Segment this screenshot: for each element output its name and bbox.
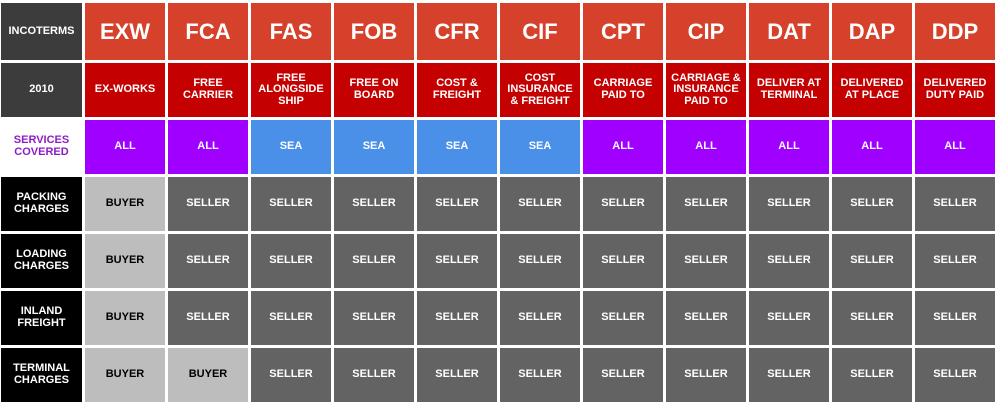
services-cell: SEA <box>334 120 414 174</box>
responsibility-cell: SELLER <box>417 177 497 231</box>
term-full-name: DELIVER AT TERMINAL <box>749 63 829 117</box>
term-code: EXW <box>85 3 165 60</box>
responsibility-cell: SELLER <box>832 291 912 345</box>
responsibility-cell: SELLER <box>915 234 995 288</box>
term-full-name: FREE ALONGSIDE SHIP <box>251 63 331 117</box>
term-full-name: EX-WORKS <box>85 63 165 117</box>
term-code: FCA <box>168 3 248 60</box>
responsibility-cell: SELLER <box>832 177 912 231</box>
responsibility-cell: SELLER <box>168 291 248 345</box>
term-full-name: DELIVERED DUTY PAID <box>915 63 995 117</box>
services-covered-label: SERVICES COVERED <box>1 120 82 174</box>
responsibility-cell: SELLER <box>832 234 912 288</box>
responsibility-cell: SELLER <box>666 348 746 402</box>
responsibility-cell: SELLER <box>749 291 829 345</box>
services-cell: ALL <box>832 120 912 174</box>
term-code: CIP <box>666 3 746 60</box>
responsibility-cell: SELLER <box>168 177 248 231</box>
incoterms-label: INCOTERMS <box>1 3 82 60</box>
responsibility-cell: BUYER <box>85 291 165 345</box>
responsibility-cell: SELLER <box>832 348 912 402</box>
services-cell: ALL <box>666 120 746 174</box>
row-label: TERMINAL CHARGES <box>1 348 82 402</box>
services-cell: ALL <box>168 120 248 174</box>
term-full-name: FREE CARRIER <box>168 63 248 117</box>
responsibility-cell: SELLER <box>500 291 580 345</box>
responsibility-cell: SELLER <box>251 291 331 345</box>
term-full-name: COST & FREIGHT <box>417 63 497 117</box>
responsibility-cell: SELLER <box>915 291 995 345</box>
responsibility-cell: SELLER <box>749 348 829 402</box>
services-cell: ALL <box>749 120 829 174</box>
services-cell: SEA <box>500 120 580 174</box>
term-code: CPT <box>583 3 663 60</box>
responsibility-cell: SELLER <box>666 291 746 345</box>
responsibility-cell: SELLER <box>417 234 497 288</box>
term-code: CIF <box>500 3 580 60</box>
term-code: DAT <box>749 3 829 60</box>
responsibility-cell: BUYER <box>85 234 165 288</box>
responsibility-cell: SELLER <box>334 234 414 288</box>
row-label: INLAND FREIGHT <box>1 291 82 345</box>
responsibility-cell: SELLER <box>749 177 829 231</box>
responsibility-cell: SELLER <box>583 177 663 231</box>
responsibility-cell: SELLER <box>251 177 331 231</box>
services-cell: ALL <box>583 120 663 174</box>
responsibility-cell: SELLER <box>666 234 746 288</box>
responsibility-cell: SELLER <box>583 291 663 345</box>
responsibility-cell: BUYER <box>168 348 248 402</box>
responsibility-cell: SELLER <box>251 234 331 288</box>
services-cell: SEA <box>251 120 331 174</box>
term-full-name: FREE ON BOARD <box>334 63 414 117</box>
responsibility-cell: SELLER <box>334 291 414 345</box>
year-label: 2010 <box>1 63 82 117</box>
responsibility-cell: SELLER <box>915 348 995 402</box>
services-cell: ALL <box>915 120 995 174</box>
term-code: FOB <box>334 3 414 60</box>
row-label: PACKING CHARGES <box>1 177 82 231</box>
responsibility-cell: SELLER <box>334 177 414 231</box>
responsibility-cell: SELLER <box>500 348 580 402</box>
responsibility-cell: SELLER <box>251 348 331 402</box>
term-full-name: COST INSURANCE & FREIGHT <box>500 63 580 117</box>
services-cell: SEA <box>417 120 497 174</box>
responsibility-cell: SELLER <box>168 234 248 288</box>
term-full-name: CARRIAGE & INSURANCE PAID TO <box>666 63 746 117</box>
responsibility-cell: SELLER <box>417 348 497 402</box>
responsibility-cell: SELLER <box>334 348 414 402</box>
responsibility-cell: SELLER <box>749 234 829 288</box>
term-code: CFR <box>417 3 497 60</box>
responsibility-cell: SELLER <box>500 234 580 288</box>
responsibility-cell: SELLER <box>417 291 497 345</box>
row-label: LOADING CHARGES <box>1 234 82 288</box>
responsibility-cell: BUYER <box>85 348 165 402</box>
responsibility-cell: BUYER <box>85 177 165 231</box>
responsibility-cell: SELLER <box>915 177 995 231</box>
term-code: DDP <box>915 3 995 60</box>
responsibility-cell: SELLER <box>666 177 746 231</box>
term-full-name: DELIVERED AT PLACE <box>832 63 912 117</box>
term-code: FAS <box>251 3 331 60</box>
responsibility-cell: SELLER <box>500 177 580 231</box>
term-full-name: CARRIAGE PAID TO <box>583 63 663 117</box>
services-cell: ALL <box>85 120 165 174</box>
term-code: DAP <box>832 3 912 60</box>
responsibility-cell: SELLER <box>583 234 663 288</box>
responsibility-cell: SELLER <box>583 348 663 402</box>
